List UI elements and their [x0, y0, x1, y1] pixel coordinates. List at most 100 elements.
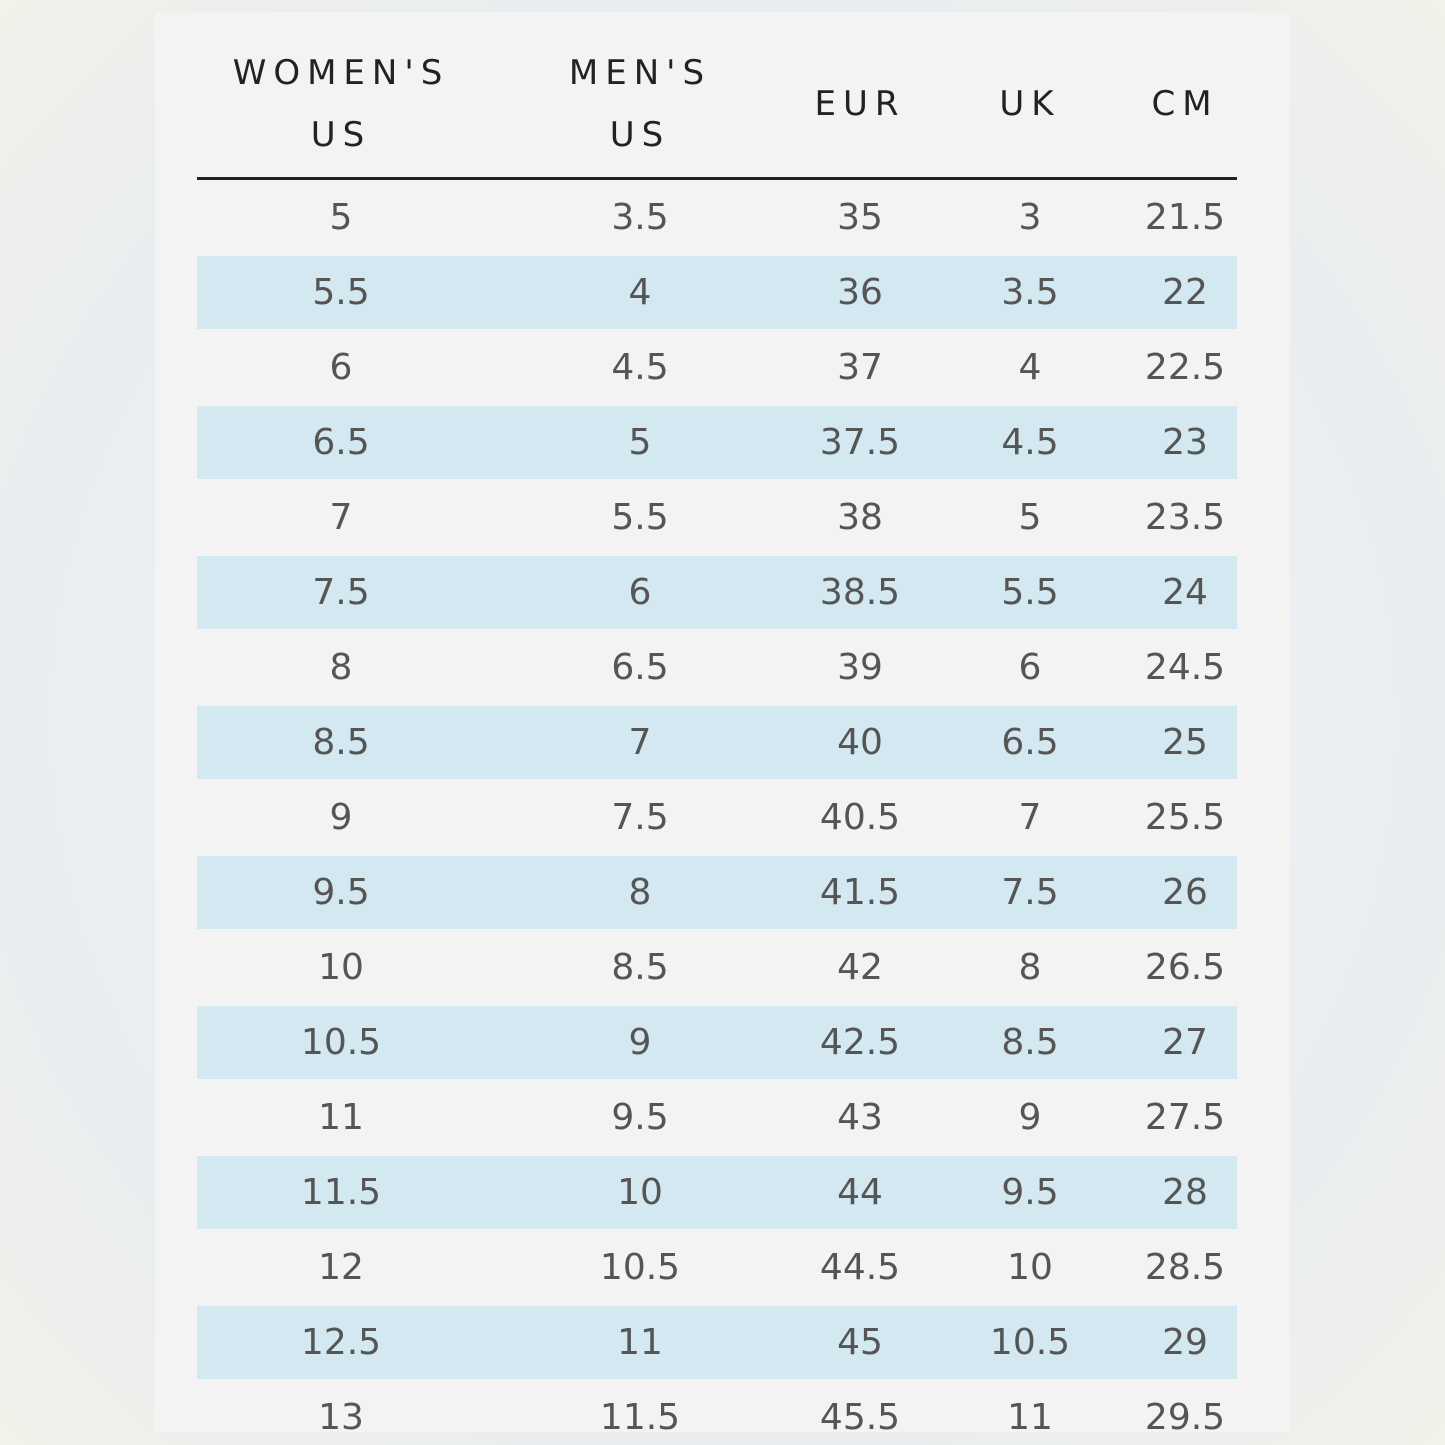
- cell: 27.5: [1144, 1097, 1226, 1138]
- cell: 8.5: [1001, 1022, 1059, 1063]
- cell: 7: [1018, 797, 1042, 838]
- cell: 9.5: [1001, 1172, 1059, 1213]
- column-header: WOMEN'S US: [191, 42, 491, 166]
- cell: 10: [318, 947, 364, 988]
- cell: 5: [1018, 497, 1042, 538]
- cell: 26: [1162, 872, 1208, 913]
- cell: 11: [617, 1322, 663, 1363]
- cell: 4: [628, 272, 652, 313]
- cell: 11: [318, 1097, 364, 1138]
- cell: 22: [1162, 272, 1208, 313]
- column-header: MEN'S US: [490, 42, 790, 166]
- cell: 28.5: [1144, 1247, 1226, 1288]
- cell: 44: [837, 1172, 883, 1213]
- cell: 25: [1162, 722, 1208, 763]
- cell: 38.5: [819, 572, 901, 613]
- cell: 24: [1162, 572, 1208, 613]
- cell: 5.5: [312, 272, 370, 313]
- row-band: [197, 556, 1237, 629]
- cell: 39: [837, 647, 883, 688]
- cell: 45: [837, 1322, 883, 1363]
- cell: 8: [1018, 947, 1042, 988]
- row-band: [197, 706, 1237, 779]
- cell: 45.5: [819, 1397, 901, 1433]
- cell: 10.5: [989, 1322, 1071, 1363]
- column-header: EUR: [710, 73, 1010, 135]
- cell: 8.5: [312, 722, 370, 763]
- cell: 9.5: [611, 1097, 669, 1138]
- cell: 13: [318, 1397, 364, 1433]
- cell: 9.5: [312, 872, 370, 913]
- cell: 29.5: [1144, 1397, 1226, 1433]
- cell: 36: [837, 272, 883, 313]
- cell: 26.5: [1144, 947, 1226, 988]
- cell: 44.5: [819, 1247, 901, 1288]
- row-band: [197, 256, 1237, 329]
- header-line: US: [310, 115, 372, 155]
- cell: 21.5: [1144, 197, 1226, 238]
- cell: 4.5: [611, 347, 669, 388]
- cell: 42: [837, 947, 883, 988]
- cell: 43: [837, 1097, 883, 1138]
- cell: 27: [1162, 1022, 1208, 1063]
- cell: 7.5: [611, 797, 669, 838]
- cell: 11: [1007, 1397, 1053, 1433]
- cell: 8: [628, 872, 652, 913]
- cell: 40: [837, 722, 883, 763]
- cell: 41.5: [819, 872, 901, 913]
- cell: 6: [1018, 647, 1042, 688]
- cell: 40.5: [819, 797, 901, 838]
- row-band: [197, 856, 1237, 929]
- cell: 3: [1018, 197, 1042, 238]
- cell: 6.5: [1001, 722, 1059, 763]
- cell: 23.5: [1144, 497, 1226, 538]
- row-band: [197, 1156, 1237, 1229]
- cell: 10: [1007, 1247, 1053, 1288]
- row-band: [197, 1306, 1237, 1379]
- cell: 11.5: [300, 1172, 382, 1213]
- cell: 7: [628, 722, 652, 763]
- cell: 6: [628, 572, 652, 613]
- cell: 5: [628, 422, 652, 463]
- cell: 35: [837, 197, 883, 238]
- cell: 9: [1018, 1097, 1042, 1138]
- cell: 8: [329, 647, 353, 688]
- cell: 4: [1018, 347, 1042, 388]
- cell: 6.5: [312, 422, 370, 463]
- cell: 28: [1162, 1172, 1208, 1213]
- cell: 4.5: [1001, 422, 1059, 463]
- cell: 8.5: [611, 947, 669, 988]
- cell: 7.5: [312, 572, 370, 613]
- cell: 6: [329, 347, 353, 388]
- cell: 24.5: [1144, 647, 1226, 688]
- cell: 7.5: [1001, 872, 1059, 913]
- cell: 3.5: [1001, 272, 1059, 313]
- cell: 10.5: [599, 1247, 681, 1288]
- cell: 42.5: [819, 1022, 901, 1063]
- header-line: WOMEN'S: [232, 53, 450, 93]
- cell: 22.5: [1144, 347, 1226, 388]
- header-line: MEN'S: [568, 53, 712, 93]
- cell: 6.5: [611, 647, 669, 688]
- cell: 3.5: [611, 197, 669, 238]
- header-line: US: [609, 115, 671, 155]
- cell: 12.5: [300, 1322, 382, 1363]
- cell: 37.5: [819, 422, 901, 463]
- cell: 23: [1162, 422, 1208, 463]
- header-line: EUR: [814, 84, 906, 124]
- cell: 10.5: [300, 1022, 382, 1063]
- cell: 9: [329, 797, 353, 838]
- row-band: [197, 1006, 1237, 1079]
- cell: 5.5: [611, 497, 669, 538]
- size-chart: WOMEN'S US MEN'S US EUR UK CM 5 3.5 35 3 21.5 5.5 4 36…: [155, 12, 1290, 1432]
- header-line: UK: [999, 84, 1061, 124]
- cell: 5.5: [1001, 572, 1059, 613]
- cell: 37: [837, 347, 883, 388]
- cell: 5: [329, 197, 353, 238]
- row-band: [197, 406, 1237, 479]
- cell: 10: [617, 1172, 663, 1213]
- cell: 29: [1162, 1322, 1208, 1363]
- column-header: UK: [880, 73, 1180, 135]
- cell: 12: [318, 1247, 364, 1288]
